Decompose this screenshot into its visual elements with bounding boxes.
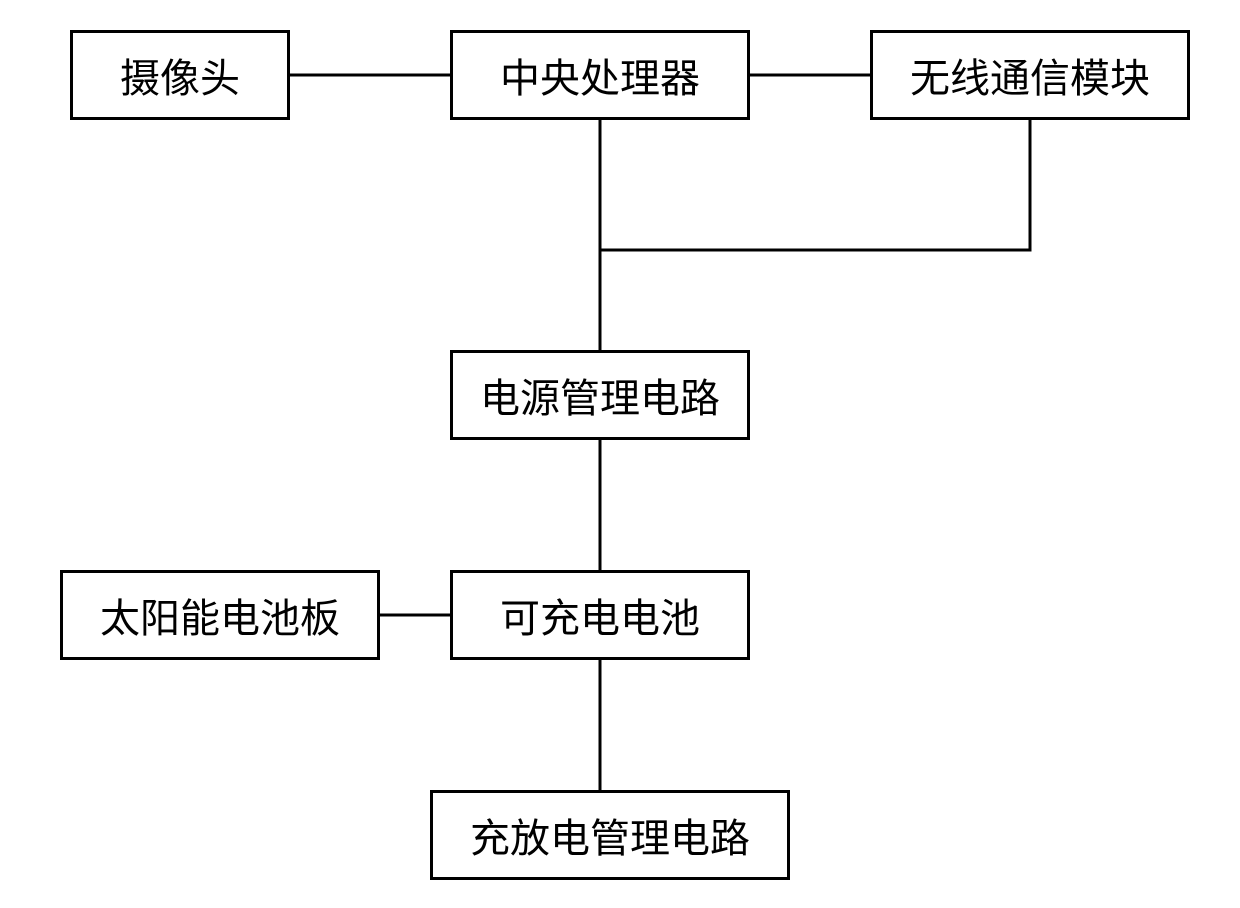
edges-layer xyxy=(0,0,1240,908)
node-power-mgmt: 电源管理电路 xyxy=(450,350,750,440)
node-solar-panel: 太阳能电池板 xyxy=(60,570,380,660)
node-rechargeable: 可充电电池 xyxy=(450,570,750,660)
node-label: 中央处理器 xyxy=(500,46,700,104)
node-label: 电源管理电路 xyxy=(480,366,720,424)
node-charge-mgmt: 充放电管理电路 xyxy=(430,790,790,880)
node-label: 摄像头 xyxy=(120,46,240,104)
node-label: 充放电管理电路 xyxy=(470,806,750,864)
node-cpu: 中央处理器 xyxy=(450,30,750,120)
node-label: 太阳能电池板 xyxy=(100,586,340,644)
node-wireless: 无线通信模块 xyxy=(870,30,1190,120)
node-label: 可充电电池 xyxy=(500,586,700,644)
node-label: 无线通信模块 xyxy=(910,46,1150,104)
edge-wireless-power_mgmt xyxy=(600,120,1030,250)
node-camera: 摄像头 xyxy=(70,30,290,120)
diagram-canvas: 摄像头 中央处理器 无线通信模块 电源管理电路 太阳能电池板 可充电电池 充放电… xyxy=(0,0,1240,908)
